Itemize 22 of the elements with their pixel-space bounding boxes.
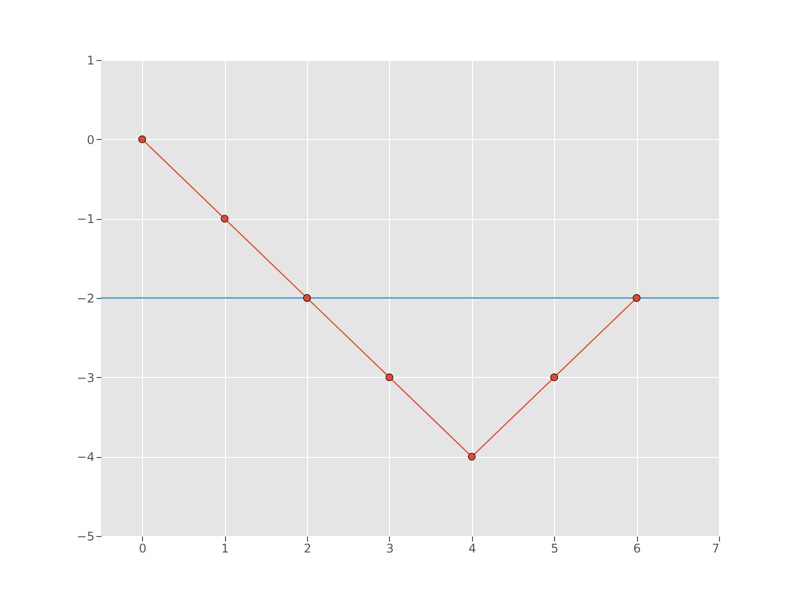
y-tick-label: −3 [76,370,94,385]
point [386,374,394,382]
point [220,214,228,222]
point [468,452,476,460]
point [303,294,311,302]
x-tick-label: 2 [304,542,312,556]
y-tick-label: −2 [76,292,94,306]
x-tick-label: 3 [386,542,394,556]
y-tick-label: −1 [76,212,94,226]
y-tick-label: −4 [76,450,94,464]
y-tick-label: 1 [86,54,94,68]
x-tick-label: 7 [712,542,720,556]
x-tick-label: 1 [221,542,229,556]
x-tick-label: 0 [138,542,147,556]
x-tick-label: 4 [468,542,476,556]
x-tick-label: 5 [550,542,559,556]
point [550,374,558,382]
y-tick-label: −5 [76,530,94,544]
x-tick-label: 6 [633,542,641,556]
y-tick-label: 0 [86,132,94,147]
point [632,294,640,302]
point [138,136,146,144]
